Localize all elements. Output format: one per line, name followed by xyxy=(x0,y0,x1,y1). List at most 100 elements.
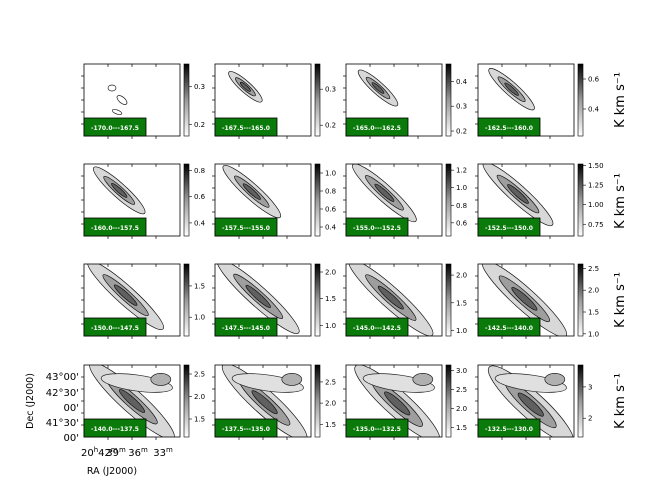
label-box xyxy=(477,418,541,438)
colorbar xyxy=(445,163,452,237)
colorbar-tick-label: 2 xyxy=(588,415,592,423)
colorbar-tick-label: 2.5 xyxy=(194,371,205,379)
dec-tick-1: 42°30' xyxy=(46,388,79,399)
label-box xyxy=(477,317,541,337)
contour-inner xyxy=(245,284,271,308)
colorbar-unit-label-row3: K km s⁻¹ xyxy=(613,272,628,328)
emission-map xyxy=(216,264,300,334)
emission-map xyxy=(87,264,164,330)
label-box xyxy=(345,317,409,337)
contour-inner xyxy=(507,184,529,204)
colorbar-tick-label: 0.4 xyxy=(588,106,600,114)
label-box xyxy=(214,317,278,337)
velocity-range-label: -150.0---147.5 xyxy=(83,317,147,337)
colorbar-tick-label: 3.0 xyxy=(456,367,467,375)
emission-map xyxy=(482,164,554,227)
emission-map xyxy=(222,165,282,219)
velocity-range-label: -160.0---157.5 xyxy=(83,217,147,237)
label-text: -142.5---140.0 xyxy=(485,325,533,332)
colorbar-tick-label: 1.0 xyxy=(456,184,467,192)
dec-tick-3: 41°30' xyxy=(46,418,79,429)
emission-map xyxy=(487,365,574,437)
emission-map xyxy=(357,69,399,107)
contour-level xyxy=(107,84,117,92)
channel-panel: -147.5---145.0 2.0 1.5 1.0 xyxy=(212,263,336,339)
colorbar xyxy=(314,263,321,337)
contour-extended xyxy=(544,373,566,386)
label-box xyxy=(214,117,278,137)
velocity-range-label: -142.5---140.0 xyxy=(477,317,541,337)
velocity-range-label: -147.5---145.0 xyxy=(214,317,278,337)
label-box xyxy=(83,418,147,438)
channel-panel: -150.0---147.5 1.5 1.0 xyxy=(81,263,205,339)
channel-panel: -142.5---140.0 2.5 2.0 1.5 1.0 xyxy=(475,263,599,339)
emission-map xyxy=(488,68,535,111)
label-box xyxy=(83,317,147,337)
contour-inner xyxy=(111,183,128,198)
contour-inner xyxy=(374,183,395,202)
channel-panel: -135.0---132.5 3.0 2.5 2.0 1.5 xyxy=(343,364,467,440)
velocity-range-label: -170.0---167.5 xyxy=(83,117,147,137)
contour-inner xyxy=(240,81,251,92)
colorbar-tick-label: 0.2 xyxy=(194,121,205,129)
contour-inner xyxy=(384,391,411,416)
contour-inner xyxy=(377,285,404,310)
velocity-range-label: -162.5---160.0 xyxy=(477,117,541,137)
contour-level xyxy=(111,109,123,115)
contour-inner xyxy=(517,392,544,417)
emission-map xyxy=(107,84,128,115)
label-text: -170.0---167.5 xyxy=(91,125,139,132)
colorbar-tick-label: 1.5 xyxy=(194,282,205,290)
colorbar-tick-label: 1.0 xyxy=(588,330,599,338)
emission-map xyxy=(89,365,175,437)
ra-tick-3: 33m xyxy=(153,446,173,459)
label-text: -145.0---142.5 xyxy=(353,325,401,332)
velocity-range-label: -137.5---135.0 xyxy=(214,418,278,438)
contour-level xyxy=(116,95,128,105)
label-box xyxy=(345,418,409,438)
label-box xyxy=(83,217,147,237)
colorbar-tick-label: 1.25 xyxy=(588,182,604,190)
colorbar-tick-label: 2.0 xyxy=(325,400,336,408)
velocity-range-label: -152.5---150.0 xyxy=(477,217,541,237)
colorbar-tick-label: 2.5 xyxy=(325,378,336,386)
label-text: -147.5---145.0 xyxy=(222,325,270,332)
channel-panel: -162.5---160.0 0.6 0.4 xyxy=(475,63,600,139)
label-text: -137.5---135.0 xyxy=(222,426,270,433)
label-box xyxy=(345,217,409,237)
channel-panel: -165.0---162.5 0.4 0.3 0.2 xyxy=(343,63,468,139)
ra-tick-2: 36m xyxy=(128,446,148,459)
channel-panel: -157.5---155.0 1.0 0.8 0.6 0.4 xyxy=(212,163,337,239)
colorbar xyxy=(314,63,321,137)
colorbar xyxy=(183,263,190,337)
colorbar-tick-label: 1.5 xyxy=(194,416,205,424)
colorbar xyxy=(577,63,584,137)
contour-extended xyxy=(231,373,304,393)
channel-panel: -140.0---137.5 2.5 2.0 1.5 xyxy=(81,364,205,440)
colorbar-tick-label: 0.8 xyxy=(194,167,205,175)
colorbar-tick-label: 2.0 xyxy=(325,269,336,277)
emission-map xyxy=(352,164,417,223)
label-text: -157.5---155.0 xyxy=(222,225,270,232)
colorbar-tick-label: 0.8 xyxy=(456,202,467,210)
contour-extended xyxy=(150,373,172,386)
channel-panel: -160.0---157.5 0.8 0.6 0.4 xyxy=(81,163,206,239)
colorbar xyxy=(577,163,584,237)
colorbar-tick-label: 0.6 xyxy=(194,193,206,201)
label-text: -162.5---160.0 xyxy=(485,125,533,132)
colorbar-tick-label: 1.5 xyxy=(325,421,336,429)
label-text: -132.5---130.0 xyxy=(485,426,533,433)
emission-map xyxy=(354,365,440,437)
contour-extended xyxy=(281,373,303,386)
colorbar-tick-label: 3 xyxy=(588,383,592,391)
ra-tick-0: 20h42m xyxy=(81,446,118,459)
channel-panel: -170.0---167.5 0.3 0.2 xyxy=(81,63,205,139)
contour-inner xyxy=(113,284,138,306)
colorbar-tick-label: 0.6 xyxy=(325,206,337,214)
dec-tick-2: 00' xyxy=(64,403,79,414)
label-text: -165.0---162.5 xyxy=(353,125,401,132)
colorbar-tick-label: 2.0 xyxy=(194,393,205,401)
colorbar-tick-label: 0.8 xyxy=(325,188,336,196)
contour-inner xyxy=(504,82,519,96)
